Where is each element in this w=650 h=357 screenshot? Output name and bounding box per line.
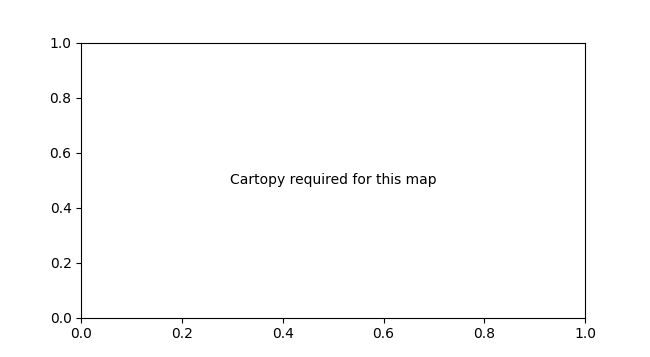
Text: Cartopy required for this map: Cartopy required for this map xyxy=(230,173,436,187)
